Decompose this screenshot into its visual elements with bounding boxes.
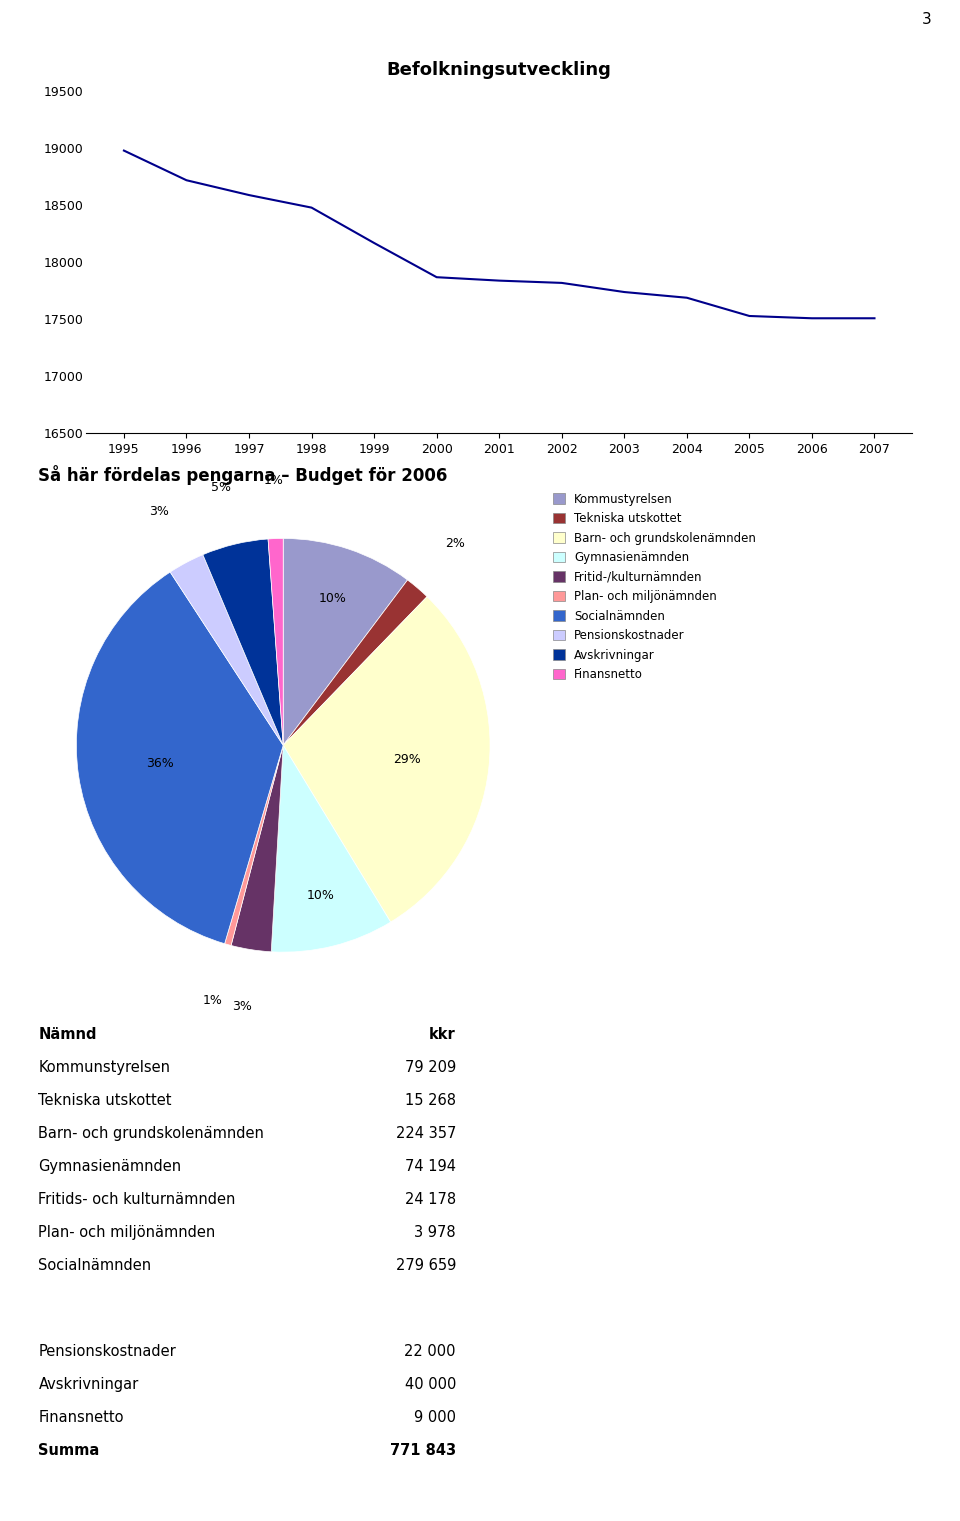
Text: kkr: kkr [429, 1027, 456, 1042]
Text: 10%: 10% [307, 890, 335, 902]
Text: 40 000: 40 000 [404, 1377, 456, 1392]
Text: 224 357: 224 357 [396, 1126, 456, 1141]
Text: Socialnämnden: Socialnämnden [38, 1258, 152, 1273]
Text: 74 194: 74 194 [405, 1159, 456, 1174]
Text: 3%: 3% [149, 505, 169, 519]
Text: 36%: 36% [147, 757, 175, 770]
Text: 1%: 1% [203, 993, 223, 1007]
Text: 22 000: 22 000 [404, 1345, 456, 1358]
Text: Kommunstyrelsen: Kommunstyrelsen [38, 1060, 171, 1075]
Wedge shape [272, 745, 391, 952]
Text: Avskrivningar: Avskrivningar [38, 1377, 138, 1392]
Wedge shape [283, 596, 490, 922]
Title: Befolkningsutveckling: Befolkningsutveckling [387, 61, 612, 79]
Text: Så här fördelas pengarna – Budget för 2006: Så här fördelas pengarna – Budget för 20… [38, 465, 447, 485]
Text: 15 268: 15 268 [405, 1092, 456, 1107]
Text: 9 000: 9 000 [414, 1410, 456, 1425]
Text: 279 659: 279 659 [396, 1258, 456, 1273]
Text: Nämnd: Nämnd [38, 1027, 97, 1042]
Text: 1%: 1% [264, 475, 283, 487]
Text: Tekniska utskottet: Tekniska utskottet [38, 1092, 172, 1107]
Wedge shape [225, 745, 283, 946]
Legend: Kommustyrelsen, Tekniska utskottet, Barn- och grundskolenämnden, Gymnasienämnde: Kommustyrelsen, Tekniska utskottet, Barn… [553, 493, 756, 681]
Text: Plan- och miljönämnden: Plan- och miljönämnden [38, 1224, 216, 1240]
Text: 29%: 29% [393, 753, 420, 765]
Text: Summa: Summa [38, 1443, 100, 1459]
Text: Barn- och grundskolenämnden: Barn- och grundskolenämnden [38, 1126, 264, 1141]
Wedge shape [283, 580, 427, 745]
Text: Gymnasienämnden: Gymnasienämnden [38, 1159, 181, 1174]
Text: 5%: 5% [211, 481, 231, 494]
Text: 79 209: 79 209 [405, 1060, 456, 1075]
Text: 10%: 10% [319, 592, 347, 605]
Wedge shape [268, 538, 283, 745]
Wedge shape [231, 745, 283, 952]
Text: 3%: 3% [232, 1001, 252, 1013]
Text: 2%: 2% [445, 537, 465, 551]
Wedge shape [77, 572, 283, 943]
Wedge shape [203, 538, 283, 745]
Text: 3: 3 [922, 12, 931, 27]
Text: 771 843: 771 843 [390, 1443, 456, 1459]
Text: Pensionskostnader: Pensionskostnader [38, 1345, 176, 1358]
Text: 24 178: 24 178 [405, 1192, 456, 1206]
Text: Fritids- och kulturnämnden: Fritids- och kulturnämnden [38, 1192, 236, 1206]
Text: Finansnetto: Finansnetto [38, 1410, 124, 1425]
Text: 3 978: 3 978 [415, 1224, 456, 1240]
Wedge shape [170, 555, 283, 745]
Wedge shape [283, 538, 408, 745]
